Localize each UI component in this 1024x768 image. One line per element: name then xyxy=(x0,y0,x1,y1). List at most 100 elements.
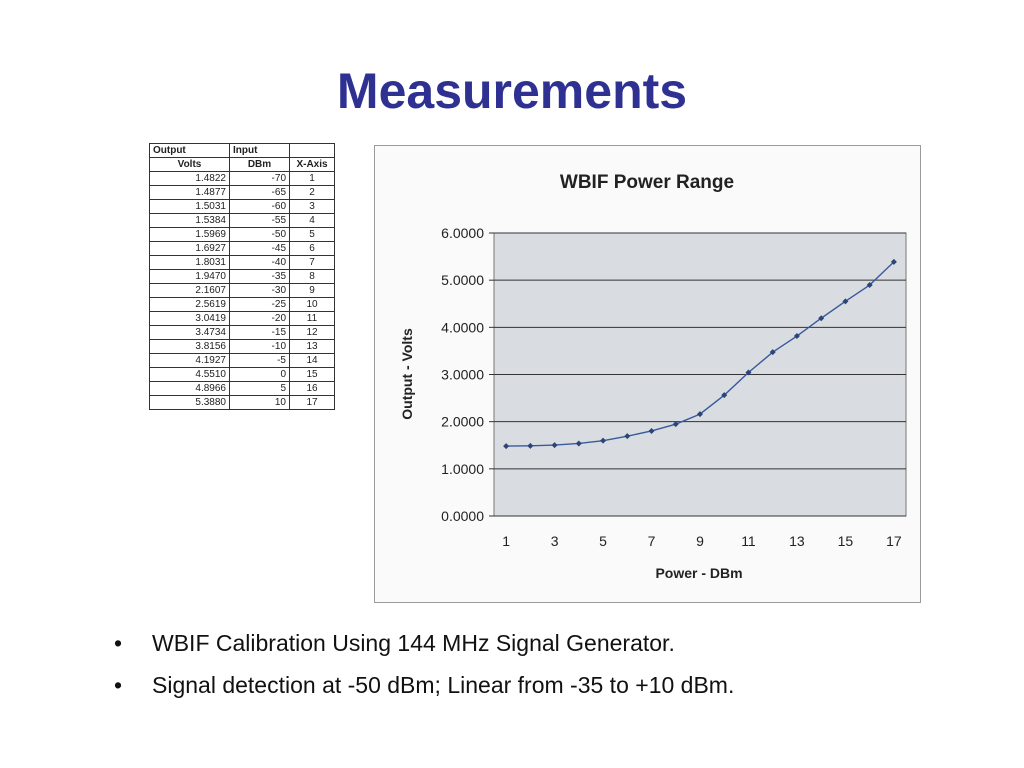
table-cell: 2.1607 xyxy=(149,283,230,298)
line-chart: WBIF Power Range 0.0000 1.0000 2.0000 3.0000… xyxy=(399,172,907,581)
x-tick-label: 5 xyxy=(599,533,607,549)
table-cell: -35 xyxy=(229,269,290,284)
data-point xyxy=(648,427,655,434)
table-cell: 17 xyxy=(289,395,335,410)
table-cell: 1.4877 xyxy=(149,185,230,200)
table-cell: -45 xyxy=(229,241,290,256)
slide-title: Measurements xyxy=(336,63,688,119)
table-cell: -40 xyxy=(229,255,290,270)
table-cell: -20 xyxy=(229,311,290,326)
table-cell: 15 xyxy=(289,367,335,382)
x-tick-label: 9 xyxy=(696,533,704,549)
table-cell: 13 xyxy=(289,339,335,354)
data-point xyxy=(866,282,873,289)
table-cell: -15 xyxy=(229,325,290,340)
table-cell: 9 xyxy=(289,283,335,298)
data-point xyxy=(769,349,776,356)
table-cell: 4.8966 xyxy=(149,381,230,396)
table-row: 1.8031 -40 7 xyxy=(149,255,335,270)
table-row: 1.5384 -55 4 xyxy=(149,213,335,228)
data-point xyxy=(624,433,631,440)
table-header-row: Volts DBm X-Axis xyxy=(149,157,335,172)
table-cell: 1.5969 xyxy=(149,227,230,242)
bullet-marker: • xyxy=(114,630,123,656)
table-cell: 10 xyxy=(289,297,335,312)
table-row: 1.9470 -35 8 xyxy=(149,269,335,284)
table-cell: 4 xyxy=(289,213,335,228)
bullet-item: • Signal detection at -50 dBm; Linear fro… xyxy=(110,664,734,706)
table-cell: -60 xyxy=(229,199,290,214)
table-row: 3.4734 -15 12 xyxy=(149,325,335,340)
y-tick-label: 6.0000 xyxy=(441,225,484,241)
x-axis-label: Power - DBm xyxy=(655,565,742,581)
table-cell: 10 xyxy=(229,395,290,410)
table-row: 3.0419 -20 11 xyxy=(149,311,335,326)
x-tick-label: 15 xyxy=(838,533,854,549)
x-tick-label: 13 xyxy=(789,533,805,549)
x-tick-label: 3 xyxy=(551,533,559,549)
table-row: 5.3880 10 17 xyxy=(149,395,335,410)
table-cell: 1 xyxy=(289,171,335,186)
table-cell: 3.8156 xyxy=(149,339,230,354)
table-cell: -70 xyxy=(229,171,290,186)
table-cell: 12 xyxy=(289,325,335,340)
chart-container: WBIF Power Range 0.0000 1.0000 2.0000 3.0000… xyxy=(374,145,921,603)
data-point xyxy=(672,421,679,428)
data-point xyxy=(575,440,582,447)
table-row: 1.5969 -50 5 xyxy=(149,227,335,242)
table-cell: 4.1927 xyxy=(149,353,230,368)
table-cell: 5 xyxy=(229,381,290,396)
table-row: 4.1927 -5 14 xyxy=(149,353,335,368)
bullet-marker: • xyxy=(114,672,123,698)
table-cell: -25 xyxy=(229,297,290,312)
table-cell: -55 xyxy=(229,213,290,228)
table-cell: 7 xyxy=(289,255,335,270)
data-point xyxy=(697,411,703,418)
x-tick-label: 17 xyxy=(886,533,902,549)
table-cell: 1.5384 xyxy=(149,213,230,228)
table-cell: 3.4734 xyxy=(149,325,230,340)
table-cell: 0 xyxy=(229,367,290,382)
table-cell: -5 xyxy=(229,353,290,368)
table-cell: 5 xyxy=(289,227,335,242)
data-table: Output Input Volts DBm X-Axis 1.4822 -70 1… xyxy=(149,143,335,410)
table-cell: 2 xyxy=(289,185,335,200)
table-header-row: Output Input xyxy=(149,143,335,158)
y-tick-label: 0.0000 xyxy=(441,508,484,524)
x-tick-label: 11 xyxy=(741,533,756,549)
table-cell: 1.6927 xyxy=(149,241,230,256)
table-row: 3.8156 -10 13 xyxy=(149,339,335,354)
table-cell: 4.5510 xyxy=(149,367,230,382)
x-tick-label: 1 xyxy=(502,533,510,549)
table-cell: 6 xyxy=(289,241,335,256)
table-header-cell: Input xyxy=(229,143,290,158)
table-header-cell: DBm xyxy=(229,157,290,172)
data-point xyxy=(527,442,534,449)
table-cell: 1.8031 xyxy=(149,255,230,270)
data-point xyxy=(890,258,897,265)
data-point xyxy=(745,369,752,376)
table-body: 1.4822 -70 1 1.4877 -65 2 1.5031 -60 3 1.5384 -55 4… xyxy=(149,171,335,410)
data-point xyxy=(551,442,558,449)
table-header-cell: X-Axis xyxy=(289,157,335,172)
chart-title: WBIF Power Range xyxy=(560,172,734,193)
table-cell: -50 xyxy=(229,227,290,242)
data-point xyxy=(818,315,825,322)
bullet-text: Signal detection at -50 dBm; Linear from… xyxy=(152,672,735,698)
table-row: 1.6927 -45 6 xyxy=(149,241,335,256)
table-row: 1.5031 -60 3 xyxy=(149,199,335,214)
table-header-cell: Volts xyxy=(149,157,230,172)
data-point xyxy=(721,392,728,399)
data-point xyxy=(600,437,607,444)
data-point xyxy=(793,333,800,340)
data-point xyxy=(503,443,510,450)
table-row: 1.4822 -70 1 xyxy=(149,171,335,186)
table-cell: -65 xyxy=(229,185,290,200)
table-cell: 5.3880 xyxy=(149,395,230,410)
y-tick-label: 2.0000 xyxy=(441,414,484,430)
table-cell: 3 xyxy=(289,199,335,214)
table-row: 2.1607 -30 9 xyxy=(149,283,335,298)
table-row: 4.5510 0 15 xyxy=(149,367,335,382)
bullet-item: • WBIF Calibration Using 144 MHz Signal G… xyxy=(110,622,734,664)
table-cell: 11 xyxy=(289,311,335,326)
